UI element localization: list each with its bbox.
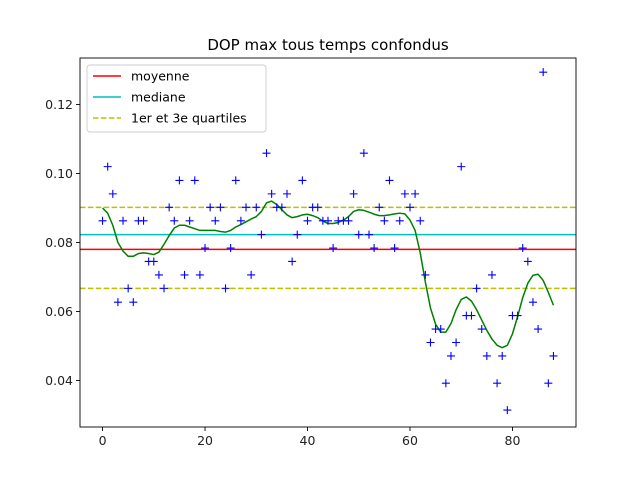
data-point: [416, 216, 425, 225]
data-point: [236, 216, 245, 225]
data-point: [211, 216, 220, 225]
data-point: [324, 216, 332, 225]
data-point: [375, 203, 384, 212]
data-point: [544, 379, 553, 388]
plot-area: [80, 68, 576, 415]
data-point: [354, 230, 363, 239]
data-point: [477, 325, 486, 334]
x-tick-label: 0: [99, 433, 107, 448]
data-point: [493, 379, 502, 388]
y-tick-label: 0.06: [45, 304, 73, 319]
axes: 0 20 40 60 80 0.04 0.06 0.08 0.10 0.12: [45, 57, 577, 448]
data-point: [518, 244, 527, 253]
data-point: [513, 311, 522, 320]
data-point: [446, 351, 455, 360]
data-point: [482, 351, 491, 360]
x-tick-label: 80: [505, 433, 521, 448]
data-point: [364, 230, 373, 239]
data-point: [539, 68, 548, 77]
legend-box: [86, 64, 267, 133]
data-point: [313, 203, 322, 212]
data-point: [108, 189, 117, 198]
y-tick-label: 0.08: [45, 235, 73, 250]
data-point: [124, 284, 133, 293]
data-point: [467, 311, 476, 320]
data-point: [395, 216, 404, 225]
x-tick-label: 40: [300, 433, 316, 448]
data-point: [359, 149, 368, 158]
data-point: [288, 257, 297, 266]
data-point: [503, 406, 512, 415]
data-point: [175, 176, 184, 185]
data-point: [370, 244, 379, 253]
data-point: [206, 203, 215, 212]
data-point: [170, 216, 179, 225]
data-point: [226, 244, 235, 253]
data-point: [201, 244, 210, 253]
data-point: [160, 284, 169, 293]
data-point: [405, 203, 414, 212]
y-tick-label: 0.12: [45, 97, 73, 112]
data-point: [262, 149, 271, 158]
data-point: [247, 270, 256, 279]
data-point: [303, 216, 312, 225]
data-point: [139, 216, 148, 225]
data-point: [98, 216, 107, 225]
data-point: [349, 189, 358, 198]
data-point: [165, 203, 174, 212]
data-point: [549, 351, 558, 360]
data-point: [441, 379, 450, 388]
plot-content: [80, 68, 576, 415]
data-point: [534, 325, 543, 334]
data-point: [523, 257, 532, 266]
data-point: [252, 203, 261, 212]
legend-label: 1er et 3e quartiles: [131, 111, 247, 126]
x-tick-label: 20: [197, 433, 213, 448]
data-point: [380, 216, 389, 225]
data-point: [472, 284, 481, 293]
y-tick-label: 0.10: [45, 166, 73, 181]
data-point: [113, 298, 122, 307]
data-point: [221, 284, 230, 293]
data-point: [185, 216, 194, 225]
data-point: [457, 162, 466, 171]
x-tick-label: 60: [402, 433, 418, 448]
data-point: [242, 203, 251, 212]
data-point: [103, 162, 112, 171]
data-point: [190, 176, 199, 185]
data-point: [180, 270, 189, 279]
data-point: [487, 270, 496, 279]
data-point: [498, 351, 507, 360]
data-point: [129, 298, 138, 307]
data-point: [400, 189, 409, 198]
data-point: [329, 244, 338, 253]
data-point: [283, 189, 292, 198]
data-point: [344, 216, 353, 225]
data-point: [426, 338, 435, 347]
data-point: [195, 270, 204, 279]
data-point: [216, 203, 225, 212]
data-point: [119, 216, 128, 225]
data-point: [257, 230, 266, 239]
legend: moyenne mediane 1er et 3e quartiles: [86, 64, 267, 133]
chart-title: DOP max tous temps confondus: [207, 36, 449, 54]
data-point: [298, 176, 307, 185]
data-point: [293, 230, 302, 239]
data-point: [411, 189, 420, 198]
data-point: [390, 244, 399, 253]
data-point: [385, 176, 394, 185]
data-point: [154, 270, 163, 279]
data-point: [452, 338, 461, 347]
y-tick-label: 0.04: [45, 373, 73, 388]
data-point: [436, 325, 445, 334]
data-point: [149, 257, 158, 266]
data-point: [528, 298, 537, 307]
data-point: [421, 270, 430, 279]
data-point: [277, 203, 286, 212]
data-point: [267, 189, 276, 198]
legend-label: mediane: [131, 90, 186, 105]
data-point: [231, 176, 240, 185]
legend-label: moyenne: [131, 69, 190, 84]
